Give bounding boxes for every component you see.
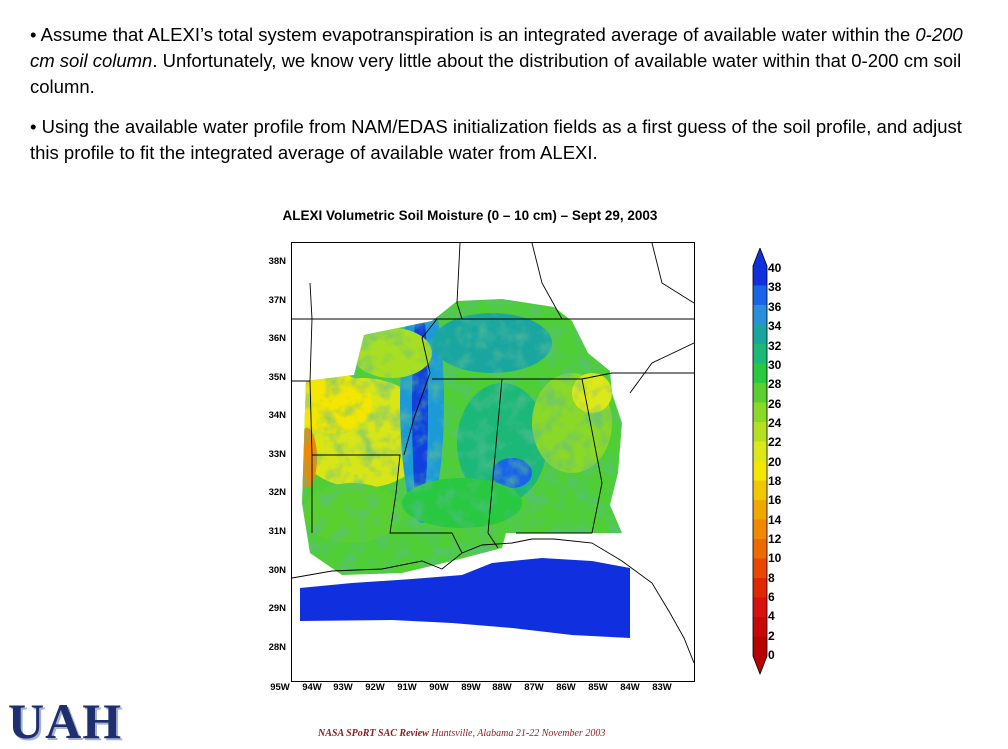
colorbar-segment bbox=[753, 402, 767, 423]
soil-moisture-map bbox=[291, 242, 695, 682]
colorbar-segment bbox=[753, 500, 767, 520]
colorbar-label: 28 bbox=[768, 377, 782, 391]
colorbar-label: 14 bbox=[768, 513, 782, 527]
lat-label: 32N bbox=[268, 487, 286, 498]
colorbar-segment bbox=[753, 305, 767, 325]
colorbar-label: 16 bbox=[768, 493, 782, 507]
colorbar-segment bbox=[753, 383, 767, 403]
lat-label: 38N bbox=[268, 256, 286, 267]
colorbar-label: 24 bbox=[768, 416, 782, 430]
soil-moisture-map-image bbox=[292, 243, 694, 664]
lat-label: 33N bbox=[268, 449, 286, 460]
bullet-symbol: • bbox=[30, 116, 37, 137]
lon-label: 94W bbox=[302, 682, 322, 693]
lon-label: 83W bbox=[652, 682, 672, 693]
colorbar-segment bbox=[753, 539, 767, 559]
state-borders bbox=[292, 243, 694, 554]
colorbar-label: 36 bbox=[768, 300, 782, 314]
lon-label: 92W bbox=[365, 682, 385, 693]
colorbar-segment bbox=[753, 344, 767, 364]
lon-label: 85W bbox=[588, 682, 608, 693]
lat-label: 29N bbox=[268, 603, 286, 614]
bullet-text: Assume that ALEXI’s total system evapotr… bbox=[36, 24, 916, 45]
lon-label: 86W bbox=[556, 682, 576, 693]
colorbar-label: 0 bbox=[768, 648, 775, 662]
lon-label: 93W bbox=[333, 682, 353, 693]
lat-label: 36N bbox=[268, 333, 286, 344]
colorbar-bottom-arrow bbox=[753, 656, 767, 674]
lon-label: 95W bbox=[270, 682, 290, 693]
colorbar-segment bbox=[753, 441, 767, 462]
colorbar-segment bbox=[753, 266, 767, 286]
colorbar-segment bbox=[753, 480, 767, 501]
lat-label: 37N bbox=[268, 295, 286, 306]
footer-dates: 21-22 November 2003 bbox=[515, 728, 606, 739]
colorbar-segment bbox=[753, 461, 767, 481]
colorbar-label: 30 bbox=[768, 358, 782, 372]
gulf-data-band bbox=[300, 558, 630, 638]
map-title: ALEXI Volumetric Soil Moisture (0 – 10 c… bbox=[282, 208, 658, 223]
colorbar-segment bbox=[753, 285, 767, 306]
colorbar-label: 22 bbox=[768, 435, 782, 449]
colorbar-label: 18 bbox=[768, 474, 782, 488]
bullet-text: Using the available water profile from N… bbox=[30, 116, 962, 163]
colorbar-outline bbox=[752, 248, 768, 676]
uah-logo: UAH bbox=[8, 693, 123, 749]
coastline bbox=[292, 538, 694, 664]
lon-label: 91W bbox=[397, 682, 417, 693]
colorbar-segment bbox=[753, 578, 767, 598]
footer: NASA SPoRT SAC Review Huntsville, Alabam… bbox=[318, 728, 605, 739]
footer-location: Huntsville, Alabama bbox=[428, 728, 516, 739]
colorbar-label: 10 bbox=[768, 551, 782, 565]
bullet-symbol: • bbox=[30, 24, 37, 45]
coastline bbox=[629, 342, 694, 394]
lat-label: 34N bbox=[268, 410, 286, 421]
lon-label: 89W bbox=[461, 682, 481, 693]
colorbar-label: 40 bbox=[768, 261, 782, 275]
lat-label: 31N bbox=[268, 526, 286, 537]
colorbar-segment bbox=[753, 324, 767, 345]
colorbar-label: 8 bbox=[768, 571, 775, 585]
map-data-field bbox=[302, 299, 622, 575]
colorbar-segment bbox=[753, 422, 767, 442]
lat-label: 30N bbox=[268, 565, 286, 576]
colorbar-label: 34 bbox=[768, 319, 782, 333]
colorbar-segment bbox=[753, 519, 767, 540]
colorbar-label: 12 bbox=[768, 532, 782, 546]
colorbar-label: 20 bbox=[768, 455, 782, 469]
colorbar-label: 6 bbox=[768, 590, 775, 604]
colorbar-segment bbox=[753, 617, 767, 637]
colorbar-segment bbox=[753, 636, 767, 657]
bullet-paragraph-2: • Using the available water profile from… bbox=[30, 114, 990, 166]
colorbar-label: 4 bbox=[768, 609, 775, 623]
colorbar-segment bbox=[753, 363, 767, 384]
colorbar bbox=[752, 248, 768, 676]
lon-label: 90W bbox=[429, 682, 449, 693]
colorbar-label: 2 bbox=[768, 629, 775, 643]
colorbar-segment bbox=[753, 597, 767, 618]
colorbar-top-arrow bbox=[753, 248, 767, 266]
footer-event: NASA SPoRT SAC Review bbox=[318, 728, 429, 739]
lat-label: 35N bbox=[268, 372, 286, 383]
lat-label: 28N bbox=[268, 642, 286, 653]
colorbar-label: 26 bbox=[768, 397, 782, 411]
lon-label: 84W bbox=[620, 682, 640, 693]
colorbar-segment bbox=[753, 558, 767, 579]
bullet-text: . Unfortunately, we know very little abo… bbox=[30, 50, 962, 97]
bullet-italic-text: 0-200 cm soil column bbox=[30, 24, 963, 71]
lon-label: 88W bbox=[492, 682, 512, 693]
colorbar-label: 32 bbox=[768, 339, 782, 353]
lon-label: 87W bbox=[524, 682, 544, 693]
colorbar-label: 38 bbox=[768, 280, 782, 294]
bullet-paragraph-1: • Assume that ALEXI’s total system evapo… bbox=[30, 22, 990, 100]
